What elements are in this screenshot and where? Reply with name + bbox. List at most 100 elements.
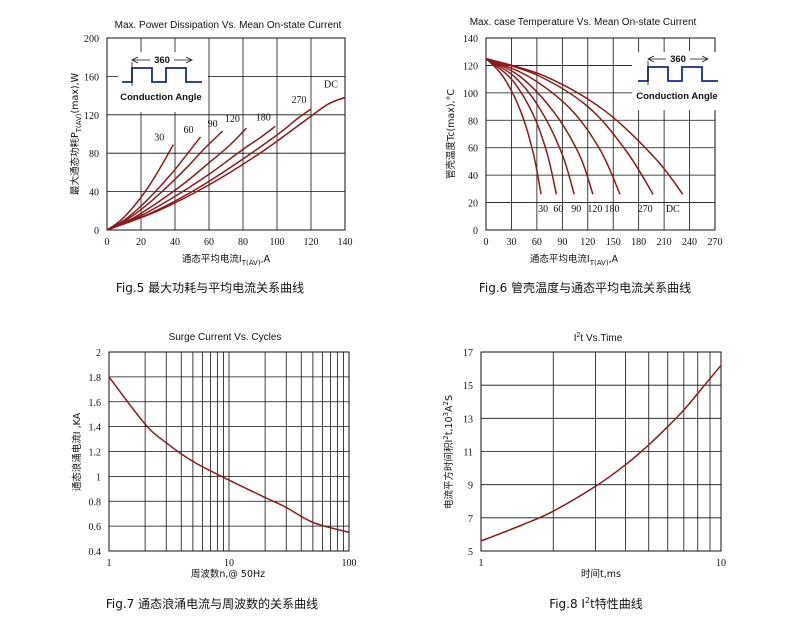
fig7-xlabel: 周波数n,@ 50Hz [191, 568, 265, 580]
fig5-series-60 [106, 136, 202, 231]
fig5-xlabel: 通态平均电流IT(AV),A [182, 253, 271, 267]
fig5-inset-arrow-right [185, 56, 193, 64]
fig8-ytick: 5 [468, 547, 473, 558]
fig6-inset-label: 360 [670, 54, 686, 65]
fig6-xtick: 60 [532, 237, 542, 248]
fig8-ytick: 9 [468, 481, 473, 492]
fig6-ytick: 20 [468, 199, 478, 210]
fig6-xtick: 210 [657, 237, 672, 248]
fig7-ytick: 1.8 [89, 373, 102, 384]
fig6-inset-arrow-right [701, 55, 709, 63]
fig6-xtick: 150 [606, 237, 621, 248]
fig6-xtick: 90 [557, 237, 567, 248]
fig5-inset-caption: Conduction Angle [120, 92, 201, 103]
fig6-plot-frame [485, 37, 716, 231]
fig5-title: Max. Power Dissipation Vs. Mean On-state… [115, 20, 342, 31]
fig5-ytick: 40 [89, 188, 99, 199]
fig6-inset-caption: Conduction Angle [636, 91, 717, 102]
fig6-series-label-120: 120 [587, 204, 602, 215]
fig7-series-0 [108, 376, 350, 534]
fig6-ytick: 80 [468, 116, 478, 127]
fig5-inset-label: 360 [154, 55, 170, 66]
fig7-xtick: 10 [224, 558, 234, 569]
fig5-inset-arrow-left [131, 56, 139, 64]
fig5-ytick: 200 [84, 34, 99, 45]
fig6-inset-arrow-left [647, 55, 655, 63]
fig5-ytick: 0 [94, 226, 99, 237]
fig6-series-label-180: 180 [605, 204, 620, 215]
fig5-xtick: 60 [204, 237, 214, 248]
fig6-caption: Fig.6 管壳温度与通态平均电流关系曲线 [479, 280, 691, 295]
fig7-ytick: 0.6 [89, 522, 102, 533]
fig6-ytick: 120 [463, 61, 478, 72]
fig7-caption: Fig.7 通态浪涌电流与周波数的关系曲线 [106, 596, 318, 611]
fig6-xtick: 180 [631, 237, 646, 248]
fig8-xtick: 10 [716, 558, 726, 569]
fig6-ytick: 140 [463, 34, 478, 45]
fig8-xlabel: 时间t,ms [581, 568, 621, 580]
fig5-series-120 [106, 127, 247, 231]
fig6-series-30 [485, 58, 542, 195]
fig8-ylabel: 电流平方时间积I2t,103A2S [442, 395, 455, 509]
fig7-ytick: 1.4 [89, 423, 102, 434]
fig8-plot-frame [480, 351, 722, 552]
fig6-series-DC [485, 57, 684, 195]
fig6-ytick: 0 [473, 226, 478, 237]
fig8-ytick: 13 [463, 414, 473, 425]
fig5-series-label-30: 30 [154, 133, 164, 144]
fig8-ytick: 17 [463, 348, 473, 359]
fig7-chart: Surge Current Vs. Cycles 周波数n,@ 50Hz Fig… [71, 332, 357, 611]
fig5-xtick: 0 [105, 237, 110, 248]
fig5-xtick: 100 [270, 237, 285, 248]
fig6-xtick: 120 [580, 237, 595, 248]
fig5-series-DC [106, 96, 346, 231]
fig6-xlabel: 通态平均电流IT(AV),A [530, 253, 619, 267]
fig5-series-180 [106, 125, 276, 231]
fig6-title: Max. case Temperature Vs. Mean On-state … [470, 17, 697, 28]
fig5-plot-frame [106, 37, 346, 231]
fig6-series-60 [485, 58, 558, 195]
fig8-ytick: 15 [463, 381, 473, 392]
fig6-ytick: 40 [468, 171, 478, 182]
fig6-inset-label-bg [666, 51, 690, 65]
fig5-chart: Max. Power Dissipation Vs. Mean On-state… [69, 20, 353, 295]
fig6-series-label-DC: DC [666, 204, 680, 215]
fig7-plot-frame [108, 351, 350, 552]
fig5-series-label-60: 60 [184, 125, 194, 136]
fig7-ytick: 2 [96, 348, 101, 359]
fig6-series-label-90: 90 [571, 204, 581, 215]
fig5-series-label-120: 120 [225, 114, 240, 125]
fig8-title: I2t Vs.Time [574, 332, 623, 344]
fig7-ylabel: 通态浪涌电流I ,KA [71, 412, 83, 491]
fig5-caption: Fig.5 最大功耗与平均电流关系曲线 [116, 281, 304, 295]
fig6-ytick: 60 [468, 144, 478, 155]
fig5-series-label-270: 270 [292, 95, 307, 106]
fig7-ytick: 0.4 [89, 547, 102, 558]
fig6-series-90 [485, 57, 575, 195]
fig5-ytick: 160 [84, 72, 99, 83]
fig7-ytick: 1.6 [89, 398, 102, 409]
fig5-inset-label-bg [150, 52, 174, 66]
fig8-ytick: 11 [463, 448, 473, 459]
fig5-ytick: 120 [84, 111, 99, 122]
fig6-series-label-270: 270 [638, 204, 653, 215]
fig6-chart: Max. case Temperature Vs. Mean On-state … [445, 17, 723, 295]
fig5-series-label-180: 180 [256, 112, 271, 123]
fig6-series-120 [485, 57, 594, 195]
fig6-xtick: 270 [708, 237, 723, 248]
fig7-xtick: 1 [107, 558, 112, 569]
fig7-title: Surge Current Vs. Cycles [169, 332, 282, 343]
fig8-series-0 [480, 364, 722, 542]
fig7-ytick: 0.8 [89, 497, 102, 508]
fig7-ytick: 1.2 [89, 448, 102, 459]
fig6-xtick: 30 [506, 237, 516, 248]
fig5-series-30 [106, 144, 174, 231]
fig6-ylabel: 管壳温度Tc(max),°C [445, 89, 457, 179]
fig6-series-label-60: 60 [553, 204, 563, 215]
fig5-ylabel: 最大通态功耗PT(AV)(max),W [69, 72, 83, 195]
fig5-xtick: 20 [136, 237, 146, 248]
fig5-series-90 [106, 130, 224, 231]
fig7-xtick: 100 [342, 558, 357, 569]
fig6-series-270 [485, 57, 654, 195]
fig6-xtick: 240 [682, 237, 697, 248]
